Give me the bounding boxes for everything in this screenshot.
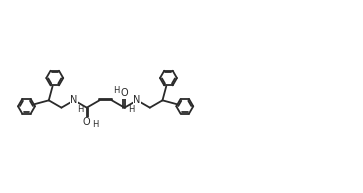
Text: H: H (77, 105, 83, 114)
Text: O: O (83, 117, 91, 127)
Text: H: H (113, 86, 119, 95)
Text: H: H (92, 120, 98, 129)
Text: N: N (70, 95, 78, 105)
Text: O: O (121, 88, 128, 98)
Text: N: N (134, 95, 141, 105)
Text: H: H (128, 105, 134, 114)
